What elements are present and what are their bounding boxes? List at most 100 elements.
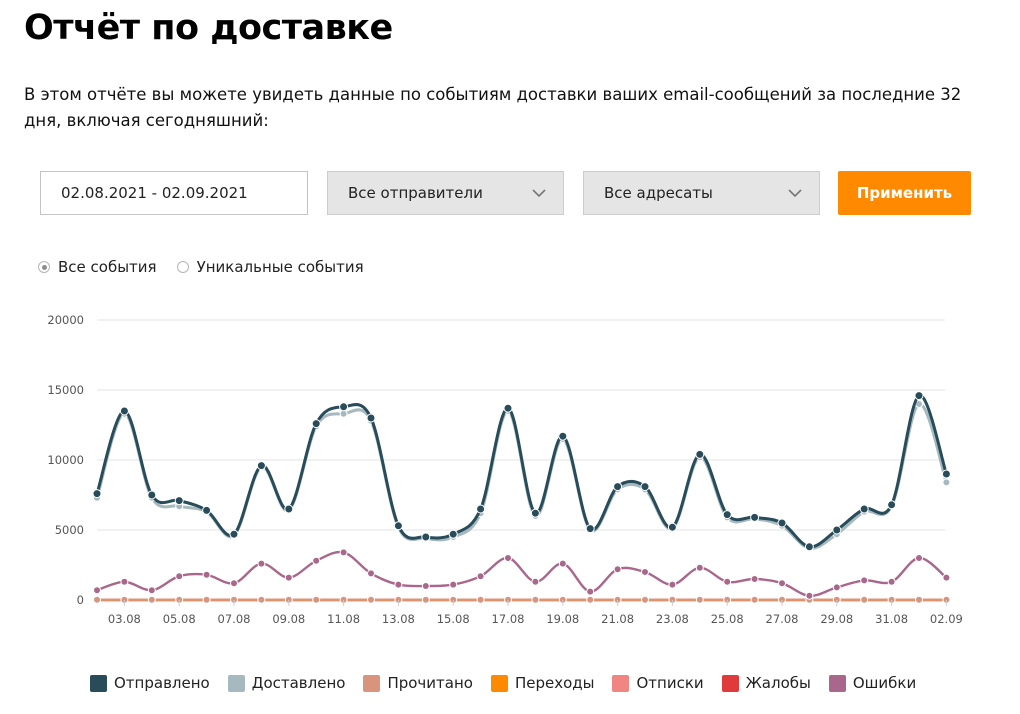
series-0-point[interactable] bbox=[202, 505, 212, 515]
senders-select[interactable]: Все отправители bbox=[327, 171, 564, 215]
series-2-point[interactable] bbox=[147, 595, 156, 604]
series-1-point[interactable] bbox=[942, 478, 951, 487]
series-6-point[interactable] bbox=[860, 576, 869, 585]
series-0-point[interactable] bbox=[941, 469, 951, 479]
legend-item[interactable]: Отписки bbox=[612, 674, 704, 692]
series-6-point[interactable] bbox=[312, 556, 321, 565]
series-6-point[interactable] bbox=[723, 577, 732, 586]
series-0-point[interactable] bbox=[256, 461, 266, 471]
series-0-point[interactable] bbox=[777, 518, 787, 528]
series-6-point[interactable] bbox=[120, 577, 129, 586]
series-0-point[interactable] bbox=[613, 482, 623, 492]
series-6-point[interactable] bbox=[284, 573, 293, 582]
series-6-point[interactable] bbox=[531, 577, 540, 586]
unique-events-option[interactable]: Уникальные события bbox=[176, 258, 364, 276]
date-range-input[interactable]: 02.08.2021 - 02.09.2021 bbox=[40, 171, 308, 215]
series-0-point[interactable] bbox=[503, 403, 513, 413]
series-0-point[interactable] bbox=[558, 431, 568, 441]
series-0-point[interactable] bbox=[476, 504, 486, 514]
series-6-point[interactable] bbox=[504, 554, 512, 562]
series-2-point[interactable] bbox=[915, 595, 923, 604]
series-0-point[interactable] bbox=[722, 510, 732, 520]
all-events-option[interactable]: Все события bbox=[38, 258, 157, 276]
series-6-point[interactable] bbox=[257, 559, 266, 568]
series-6-point[interactable] bbox=[942, 573, 951, 582]
series-0-point[interactable] bbox=[92, 489, 102, 499]
page-description: В этом отчёте вы можете увидеть данные п… bbox=[24, 85, 962, 130]
series-2-point[interactable] bbox=[586, 595, 595, 604]
series-0-point[interactable] bbox=[640, 482, 650, 492]
legend-item[interactable]: Переходы bbox=[490, 674, 594, 692]
series-6-point[interactable] bbox=[641, 568, 649, 576]
series-0-point[interactable] bbox=[366, 413, 376, 423]
series-6-point[interactable] bbox=[832, 583, 841, 592]
series-6-point[interactable] bbox=[367, 569, 375, 578]
series-0-point[interactable] bbox=[750, 512, 760, 522]
legend-item[interactable]: Ошибки bbox=[828, 674, 916, 692]
series-0-point[interactable] bbox=[311, 419, 321, 429]
series-0-point[interactable] bbox=[832, 525, 842, 535]
series-0-point[interactable] bbox=[695, 449, 705, 459]
series-2-point[interactable] bbox=[421, 595, 430, 604]
series-1-point[interactable] bbox=[339, 409, 348, 418]
series-0-point[interactable] bbox=[585, 524, 595, 534]
recipients-select[interactable]: Все адресаты bbox=[583, 171, 820, 215]
series-6-point[interactable] bbox=[230, 579, 238, 588]
series-0-point[interactable] bbox=[859, 504, 869, 514]
series-6-point[interactable] bbox=[93, 586, 101, 595]
legend-item[interactable]: Отправлено bbox=[90, 674, 210, 692]
series-0-point[interactable] bbox=[804, 542, 814, 552]
series-6-point[interactable] bbox=[750, 575, 759, 583]
series-2-point[interactable] bbox=[641, 595, 649, 604]
series-6-point[interactable] bbox=[147, 586, 156, 595]
series-6-point[interactable] bbox=[695, 563, 704, 572]
series-2-point[interactable] bbox=[476, 595, 485, 604]
series-6-point[interactable] bbox=[394, 580, 403, 589]
series-6-point[interactable] bbox=[421, 582, 430, 590]
series-2-point[interactable] bbox=[202, 595, 211, 604]
series-0-point[interactable] bbox=[530, 508, 540, 518]
series-6-point[interactable] bbox=[613, 565, 622, 574]
series-0-point[interactable] bbox=[119, 406, 129, 416]
legend-item[interactable]: Доставлено bbox=[227, 674, 345, 692]
all-events-radio[interactable] bbox=[38, 261, 50, 273]
series-6-point[interactable] bbox=[915, 554, 923, 562]
legend-item[interactable]: Прочитано bbox=[363, 674, 473, 692]
series-6-point[interactable] bbox=[668, 580, 677, 589]
legend-swatch bbox=[612, 674, 630, 692]
series-6-point[interactable] bbox=[476, 572, 485, 581]
series-2-point[interactable] bbox=[312, 595, 321, 604]
series-0-point[interactable] bbox=[393, 521, 403, 531]
series-6-point[interactable] bbox=[449, 580, 458, 589]
series-6-point[interactable] bbox=[175, 572, 184, 581]
series-0-point[interactable] bbox=[887, 500, 897, 510]
series-0-point[interactable] bbox=[229, 529, 239, 539]
series-0-point[interactable] bbox=[174, 496, 184, 506]
apply-button[interactable]: Применить bbox=[838, 171, 971, 215]
series-2-point[interactable] bbox=[531, 595, 540, 604]
series-6-point[interactable] bbox=[339, 548, 348, 557]
series-2-point[interactable] bbox=[750, 595, 759, 604]
series-2-point[interactable] bbox=[257, 595, 266, 604]
series-2-point[interactable] bbox=[93, 595, 101, 604]
series-0-point[interactable] bbox=[284, 504, 294, 514]
series-6-point[interactable] bbox=[778, 579, 786, 588]
unique-events-radio[interactable] bbox=[176, 261, 189, 273]
series-6-point[interactable] bbox=[558, 559, 567, 568]
series-2-point[interactable] bbox=[367, 595, 375, 604]
legend-swatch bbox=[227, 674, 245, 692]
series-0-point[interactable] bbox=[421, 532, 431, 542]
series-6-point[interactable] bbox=[887, 577, 896, 586]
series-0-point[interactable] bbox=[339, 402, 349, 412]
series-6-point[interactable] bbox=[805, 591, 814, 600]
series-0-point[interactable] bbox=[448, 529, 458, 539]
series-2-point[interactable] bbox=[695, 595, 704, 604]
series-0-point[interactable] bbox=[667, 522, 677, 532]
series-0-point[interactable] bbox=[147, 490, 157, 500]
legend-item[interactable]: Жалобы bbox=[721, 674, 811, 692]
series-0-point[interactable] bbox=[914, 391, 924, 401]
x-tick-label: 13.08 bbox=[382, 612, 415, 626]
series-6-point[interactable] bbox=[586, 587, 595, 596]
series-6-point[interactable] bbox=[202, 570, 211, 579]
series-2-point[interactable] bbox=[860, 595, 869, 604]
